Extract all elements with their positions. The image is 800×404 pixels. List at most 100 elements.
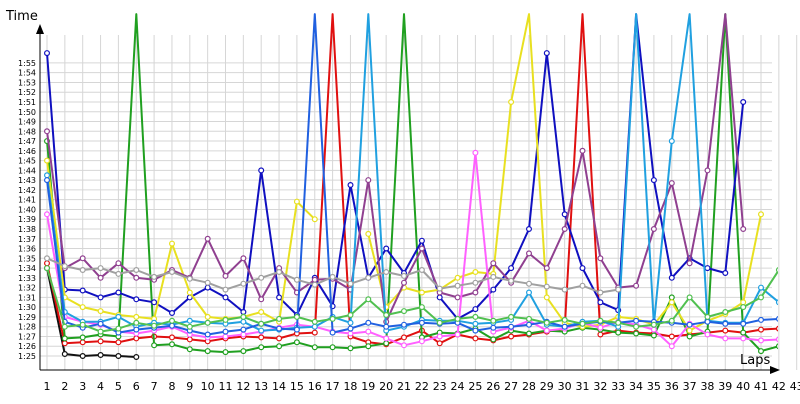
x-tick-label: 37 [683,380,697,393]
x-tick-label: 43 [790,380,800,393]
data-point [741,305,746,310]
data-point [312,345,317,350]
data-point [759,318,764,323]
data-point [259,328,264,333]
data-point [652,333,657,338]
data-point [741,300,746,305]
data-point [437,295,442,300]
data-point [759,212,764,217]
data-point [705,168,710,173]
x-tick-label: 36 [665,380,679,393]
data-point [295,277,300,282]
data-point [134,268,139,273]
data-point [134,275,139,280]
data-point [45,51,50,56]
data-point [402,280,407,285]
data-point [491,287,496,292]
data-point [366,344,371,349]
data-point [80,340,85,345]
data-point [312,324,317,329]
data-point [312,217,317,222]
data-point [705,332,710,337]
x-tick-label: 32 [593,380,607,393]
data-point [187,347,192,352]
data-point [669,318,674,323]
data-point [187,324,192,329]
y-axis-arrow [36,24,44,34]
x-tick-label: 22 [415,380,429,393]
data-point [80,322,85,327]
data-point [312,319,317,324]
data-point [723,328,728,333]
data-point [45,129,50,134]
data-point [616,330,621,335]
x-tick-label: 21 [397,380,411,393]
x-tick-label: 20 [379,380,393,393]
y-tick-label: 1:32 [18,284,36,293]
data-point [152,275,157,280]
data-point [473,307,478,312]
x-tick-label: 8 [168,380,175,393]
data-point [705,315,710,320]
data-point [223,350,228,355]
data-point [62,324,67,329]
data-point [741,321,746,326]
data-point [384,324,389,329]
data-point [455,317,460,322]
data-point [473,150,478,155]
data-point [205,280,210,285]
data-point [205,332,210,337]
data-point [491,337,496,342]
data-point [98,275,103,280]
y-tick-label: 1:36 [18,245,36,254]
data-point [509,266,514,271]
data-point [437,334,442,339]
data-point [223,334,228,339]
y-tick-label: 1:34 [18,264,36,273]
x-tick-label: 1 [44,380,51,393]
data-point [562,324,567,329]
data-point [473,336,478,341]
data-point [80,256,85,261]
x-tick-label: 24 [451,380,465,393]
x-tick-label: 26 [486,380,500,393]
data-point [473,315,478,320]
data-point [134,297,139,302]
data-point [687,322,692,327]
y-tick-label: 1:40 [18,205,36,214]
x-tick-label: 10 [201,380,215,393]
data-point [705,319,710,324]
data-point [652,327,657,332]
data-point [312,330,317,335]
data-point [80,305,85,310]
data-point [544,284,549,289]
data-point [45,178,50,183]
data-point [116,290,121,295]
data-point [205,315,210,320]
data-point [116,315,121,320]
y-tick-label: 1:43 [18,176,36,185]
data-point [62,336,67,341]
data-point [170,342,175,347]
data-point [527,331,532,336]
data-point [669,295,674,300]
data-point [455,283,460,288]
data-point [80,335,85,340]
x-tick-label: 41 [754,380,768,393]
data-point [723,271,728,276]
data-point [473,321,478,326]
data-point [348,331,353,336]
data-point [187,318,192,323]
y-tick-label: 1:31 [18,293,36,302]
data-point [223,318,228,323]
data-point [420,339,425,344]
data-point [366,297,371,302]
data-point [366,232,371,237]
data-point [277,295,282,300]
x-tick-label: 23 [433,380,447,393]
data-point [687,334,692,339]
x-tick-label: 25 [468,380,482,393]
y-tick-label: 1:48 [18,127,36,136]
